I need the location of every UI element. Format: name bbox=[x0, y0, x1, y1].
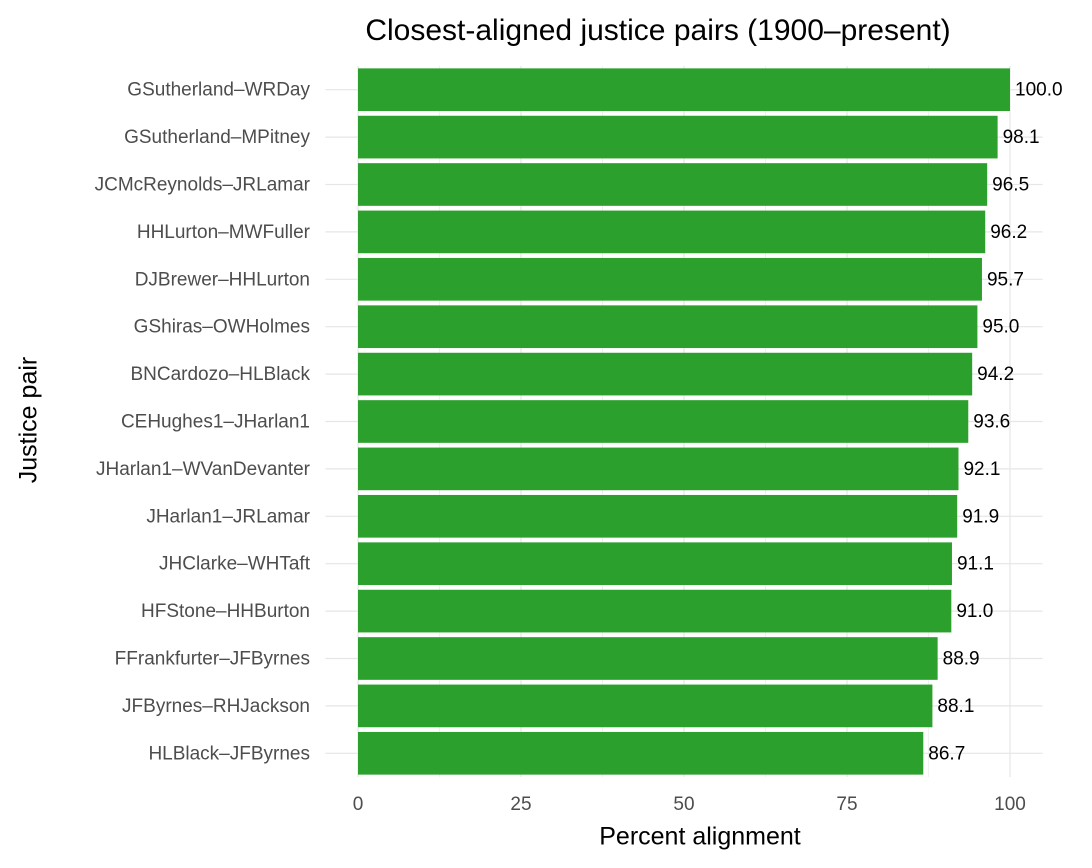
bar bbox=[358, 589, 952, 633]
chart-title: Closest-aligned justice pairs (1900–pres… bbox=[365, 14, 950, 47]
y-tick-label: HFStone–HHBurton bbox=[141, 601, 310, 622]
value-label: 88.1 bbox=[937, 696, 974, 717]
bar bbox=[358, 210, 986, 254]
value-label: 95.0 bbox=[982, 317, 1019, 338]
x-tick-label: 75 bbox=[836, 794, 857, 815]
y-tick-label: BNCardozo–HLBlack bbox=[130, 364, 310, 385]
x-tick-label: 0 bbox=[353, 794, 364, 815]
bar bbox=[358, 163, 988, 206]
bar bbox=[358, 352, 973, 396]
x-tick-label: 100 bbox=[994, 794, 1026, 815]
bar bbox=[358, 637, 938, 680]
y-tick-label: JFByrnes–RHJackson bbox=[122, 696, 310, 717]
value-label: 91.1 bbox=[957, 554, 994, 575]
y-tick-label: JCMcReynolds–JRLamar bbox=[95, 175, 311, 196]
bar bbox=[358, 257, 982, 301]
y-tick-label: JHClarke–WHTaft bbox=[159, 554, 311, 575]
value-label: 94.2 bbox=[977, 364, 1014, 385]
y-tick-label: FFrankfurter–JFByrnes bbox=[115, 649, 310, 670]
y-tick-label: GShiras–OWHolmes bbox=[134, 317, 310, 338]
x-axis-title: Percent alignment bbox=[599, 823, 801, 851]
y-tick-label: HLBlack–JFByrnes bbox=[148, 743, 310, 764]
value-label: 92.1 bbox=[963, 459, 1000, 480]
y-tick-label: GSutherland–WRDay bbox=[127, 80, 310, 101]
value-label: 93.6 bbox=[973, 412, 1010, 433]
bar bbox=[358, 542, 952, 586]
value-label: 86.7 bbox=[928, 743, 965, 764]
value-label: 88.9 bbox=[943, 649, 980, 670]
bar bbox=[358, 494, 958, 538]
value-label: 98.1 bbox=[1003, 127, 1040, 148]
y-tick-label: DJBrewer–HHLurton bbox=[135, 269, 310, 290]
y-axis-title: Justice pair bbox=[15, 357, 43, 483]
bar bbox=[358, 684, 933, 728]
x-tick-label: 25 bbox=[510, 794, 531, 815]
y-tick-label: GSutherland–MPitney bbox=[124, 127, 310, 148]
bar bbox=[358, 447, 959, 491]
y-tick-label: CEHughes1–JHarlan1 bbox=[121, 412, 310, 433]
y-tick-label: JHarlan1–JRLamar bbox=[146, 506, 310, 527]
bar bbox=[358, 115, 998, 159]
bar bbox=[358, 731, 924, 775]
value-label: 100.0 bbox=[1015, 80, 1063, 101]
x-tick-label: 50 bbox=[673, 794, 694, 815]
value-label: 91.9 bbox=[962, 506, 999, 527]
value-label: 91.0 bbox=[956, 601, 993, 622]
y-tick-label: JHarlan1–WVanDevanter bbox=[96, 459, 311, 480]
y-tick-label: HHLurton–MWFuller bbox=[137, 222, 311, 243]
value-label: 96.2 bbox=[990, 222, 1027, 243]
value-label: 96.5 bbox=[992, 175, 1029, 196]
bar bbox=[358, 400, 969, 443]
value-label: 95.7 bbox=[987, 269, 1024, 290]
bar bbox=[358, 305, 978, 349]
bar bbox=[358, 68, 1010, 112]
